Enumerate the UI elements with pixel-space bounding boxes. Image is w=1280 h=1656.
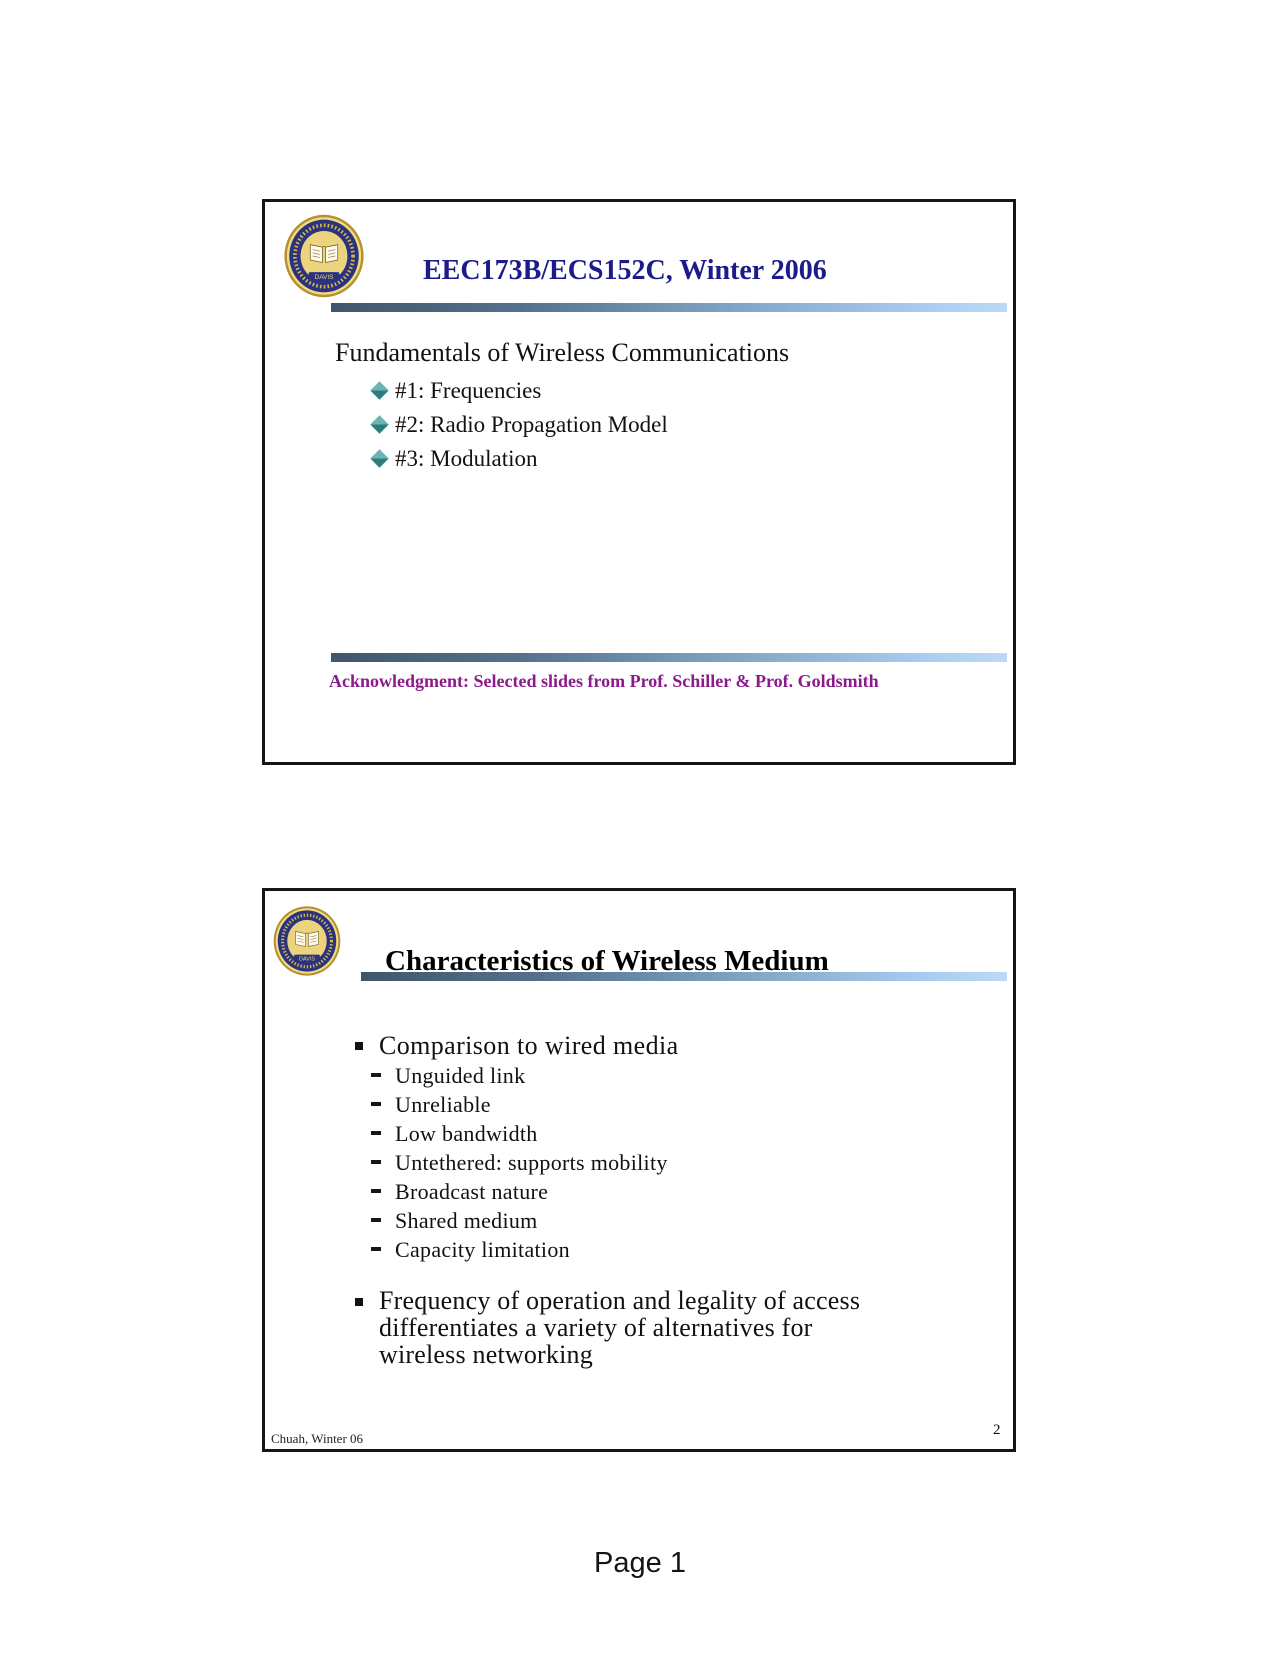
gradient-divider: [331, 653, 1007, 662]
sub-bullet-text: Low bandwidth: [395, 1121, 538, 1146]
slide-2: DAVIS Characteristics of Wireless Medium…: [262, 888, 1016, 1452]
list-item: Untethered: supports mobility: [371, 1150, 668, 1179]
bullet-text-lines: Frequency of operation and legality of a…: [379, 1287, 860, 1368]
sub-bullet-text: Untethered: supports mobility: [395, 1150, 668, 1175]
seal-banner-label: DAVIS: [299, 956, 315, 962]
page-label: Page 1: [594, 1547, 686, 1579]
sub-bullet-text: Unreliable: [395, 1092, 491, 1117]
slide-1: DAVIS EEC173B/ECS152C, Winter 2006 Funda…: [262, 199, 1016, 765]
dash-bullet-icon: [371, 1247, 381, 1251]
dash-bullet-icon: [371, 1131, 381, 1135]
uc-davis-seal-icon: DAVIS: [284, 214, 364, 298]
list-item: #3: Modulation: [370, 446, 668, 480]
bullet-comparison: Comparison to wired media: [355, 1031, 679, 1061]
gradient-divider: [331, 303, 1007, 312]
bullet-text: Comparison to wired media: [379, 1031, 679, 1060]
sub-bullet-text: Capacity limitation: [395, 1237, 570, 1262]
diamond-bullet-icon: [370, 381, 389, 400]
diamond-bullet-icon: [370, 415, 389, 434]
topic-label: #3: Modulation: [395, 446, 538, 471]
square-bullet-icon: [355, 1298, 363, 1306]
list-item: Broadcast nature: [371, 1179, 668, 1208]
list-item: Unreliable: [371, 1092, 668, 1121]
bullet-text-line: wireless networking: [379, 1340, 593, 1369]
slide-page-number: 2: [993, 1422, 1001, 1438]
slide1-course-title: EEC173B/ECS152C, Winter 2006: [423, 254, 827, 286]
topic-label: #1: Frequencies: [395, 378, 542, 403]
comparison-sub-list: Unguided link Unreliable Low bandwidth U…: [371, 1063, 668, 1266]
dash-bullet-icon: [371, 1102, 381, 1106]
diamond-bullet-icon: [370, 449, 389, 468]
sub-bullet-text: Broadcast nature: [395, 1179, 549, 1204]
slide1-heading: Fundamentals of Wireless Communications: [335, 338, 790, 367]
slide1-topic-list: #1: Frequencies #2: Radio Propagation Mo…: [370, 378, 668, 480]
gradient-divider: [361, 972, 1007, 981]
list-item: Low bandwidth: [371, 1121, 668, 1150]
list-item: Capacity limitation: [371, 1237, 668, 1266]
topic-label: #2: Radio Propagation Model: [395, 412, 668, 437]
dash-bullet-icon: [371, 1189, 381, 1193]
list-item: #2: Radio Propagation Model: [370, 412, 668, 446]
seal-banner-label: DAVIS: [315, 274, 335, 281]
list-item: Unguided link: [371, 1063, 668, 1092]
bullet-frequency: Frequency of operation and legality of a…: [355, 1287, 860, 1368]
list-item: Shared medium: [371, 1208, 668, 1237]
uc-davis-seal-icon: DAVIS: [273, 906, 341, 976]
acknowledgment-text: Acknowledgment: Selected slides from Pro…: [329, 671, 879, 691]
list-item: #1: Frequencies: [370, 378, 668, 412]
sub-bullet-text: Shared medium: [395, 1208, 538, 1233]
dash-bullet-icon: [371, 1160, 381, 1164]
square-bullet-icon: [355, 1042, 363, 1050]
sub-bullet-text: Unguided link: [395, 1063, 526, 1088]
bullet-text-line: differentiates a variety of alternatives…: [379, 1313, 813, 1342]
dash-bullet-icon: [371, 1218, 381, 1222]
bullet-text-line: Frequency of operation and legality of a…: [379, 1286, 861, 1315]
dash-bullet-icon: [371, 1073, 381, 1077]
slide2-title: Characteristics of Wireless Medium: [385, 945, 829, 978]
slide-footer-author: Chuah, Winter 06: [271, 1431, 364, 1446]
